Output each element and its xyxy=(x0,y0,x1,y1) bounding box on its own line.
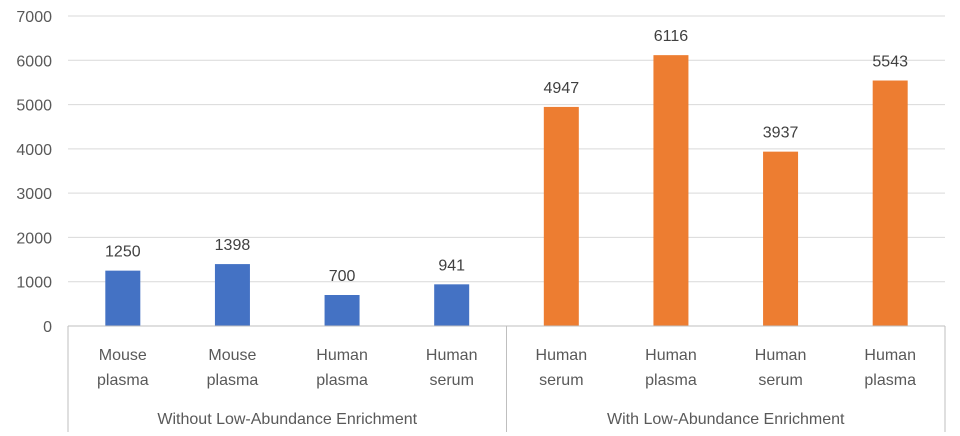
category-label: plasma xyxy=(207,372,259,389)
y-tick-label: 3000 xyxy=(16,186,52,203)
bar xyxy=(324,295,360,326)
category-label: Human xyxy=(755,347,807,364)
category-label: plasma xyxy=(316,372,368,389)
bar xyxy=(214,264,250,326)
category-label: Human xyxy=(645,347,697,364)
data-label: 1250 xyxy=(105,244,141,261)
bar-layer xyxy=(105,55,908,327)
bar xyxy=(763,151,799,326)
category-label: plasma xyxy=(645,372,697,389)
y-tick-label: 7000 xyxy=(16,9,52,26)
bar xyxy=(653,55,689,327)
category-label: plasma xyxy=(864,372,916,389)
data-label: 5543 xyxy=(872,54,908,71)
bar xyxy=(105,270,141,326)
group-label: Without Low-Abundance Enrichment xyxy=(157,411,417,428)
category-label: serum xyxy=(429,372,473,389)
category-label: Mouse xyxy=(208,347,256,364)
group-label: With Low-Abundance Enrichment xyxy=(607,411,845,428)
bar xyxy=(543,106,579,326)
category-label: serum xyxy=(758,372,802,389)
category-label: Human xyxy=(426,347,478,364)
data-label: 4947 xyxy=(544,80,580,97)
y-tick-label: 1000 xyxy=(16,275,52,292)
category-label: Human xyxy=(316,347,368,364)
category-label: Mouse xyxy=(99,347,147,364)
y-tick-label: 5000 xyxy=(16,98,52,115)
data-label: 6116 xyxy=(654,28,689,45)
y-tick-label: 2000 xyxy=(16,230,52,247)
data-label: 700 xyxy=(329,268,356,285)
y-tick-label: 0 xyxy=(43,319,52,336)
y-tick-label: 6000 xyxy=(16,53,52,70)
category-label: serum xyxy=(539,372,583,389)
bar xyxy=(434,284,470,326)
category-label: Human xyxy=(864,347,916,364)
data-label: 941 xyxy=(438,257,465,274)
grid-layer xyxy=(68,15,945,283)
axis-layer xyxy=(67,325,946,432)
data-label: 3937 xyxy=(763,125,799,142)
y-tick-label: 4000 xyxy=(16,142,52,159)
label-layer: 0 1000 2000 3000 4000 5000 6000 7000 1250 Mouse pl… xyxy=(16,9,916,428)
category-label: Human xyxy=(536,347,588,364)
category-label: plasma xyxy=(97,372,149,389)
bar xyxy=(872,80,908,326)
data-label: 1398 xyxy=(215,237,251,254)
